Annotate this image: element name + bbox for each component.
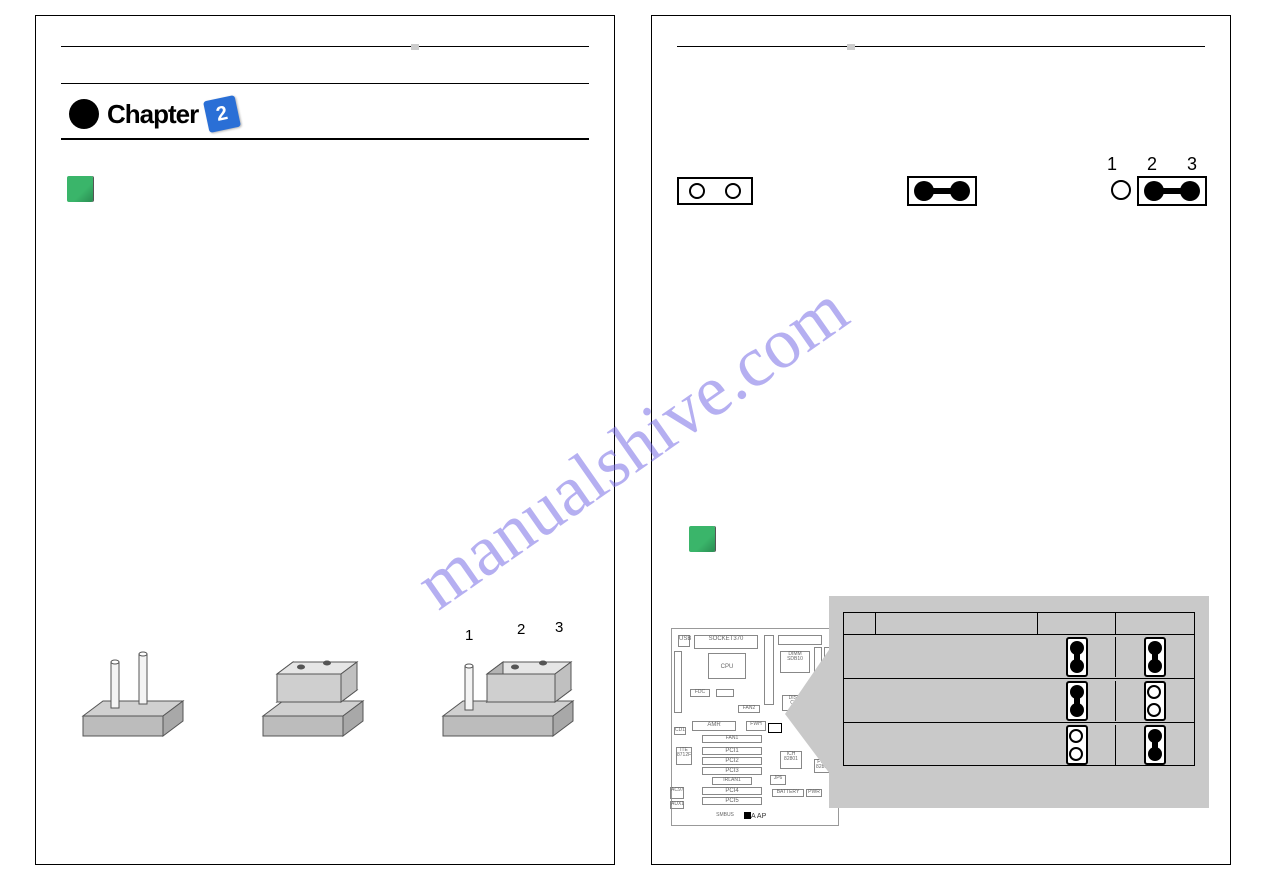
manual-page-left: Chapter 2 [35, 15, 615, 865]
jumper-table [829, 596, 1209, 808]
section-marker-icon [689, 526, 715, 552]
pin-num-2: 2 [1147, 154, 1157, 175]
open-jumper-icon [677, 177, 753, 205]
header-marker [411, 44, 419, 50]
header-rule [61, 46, 589, 47]
jumper-symbol-row [677, 176, 1207, 206]
jumper-open-icon [1066, 725, 1088, 765]
pin-label-2: 2 [517, 621, 525, 638]
table-header [844, 613, 1194, 635]
closed-jumper-icon [907, 176, 977, 206]
jumper-closed-icon [1066, 681, 1088, 721]
section-marker-icon [67, 176, 93, 202]
chapter-bullet-icon [69, 99, 99, 129]
chapter-heading: Chapter 2 [61, 83, 589, 140]
jumper-settings-figure: SOCKET370 CPU USB DIMM SDB10 DISPLAY CAC… [677, 596, 1207, 836]
jumper-illustration: 1 2 3 [73, 606, 588, 756]
three-pin-jumper-icon [1111, 176, 1207, 206]
callout-arrow [785, 714, 829, 790]
chapter-number-badge: 2 [203, 95, 241, 133]
pin-num-1: 1 [1107, 154, 1117, 175]
jumper-closed-icon [1144, 637, 1166, 677]
jumper-closed-icon [1144, 725, 1166, 765]
manual-page-right: 1 2 3 SOCKET3 [651, 15, 1231, 865]
jumper-svg: 1 2 3 [73, 606, 588, 756]
three-pin-numbers: 1 2 3 [1107, 154, 1197, 175]
header-marker [847, 44, 855, 50]
jumper-closed-icon [1066, 637, 1088, 677]
jumper-open-icon [1144, 681, 1166, 721]
table-row [844, 679, 1194, 723]
pin-label-3: 3 [555, 619, 563, 636]
pin-label-1: 1 [465, 627, 473, 644]
chapter-label: Chapter [107, 99, 198, 130]
pin-num-3: 3 [1187, 154, 1197, 175]
table-row [844, 723, 1194, 767]
table-row [844, 635, 1194, 679]
header-rule [677, 46, 1205, 47]
